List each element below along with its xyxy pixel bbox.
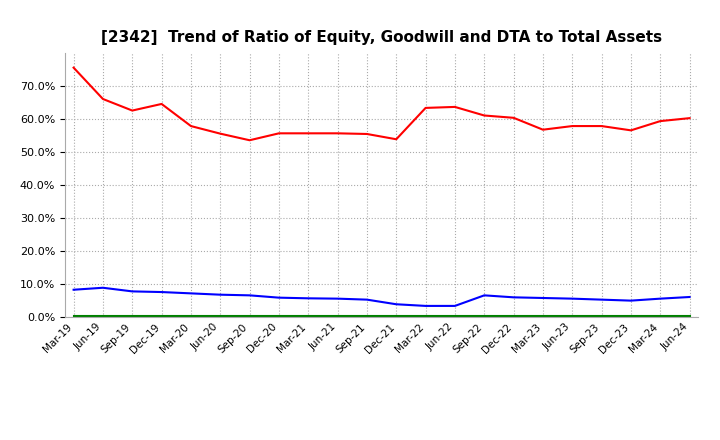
Goodwill — [539, 295, 547, 301]
Equity — [509, 115, 518, 121]
Deferred Tax Assets — [421, 313, 430, 319]
Deferred Tax Assets — [99, 313, 107, 319]
Deferred Tax Assets — [69, 313, 78, 319]
Deferred Tax Assets — [685, 313, 694, 319]
Deferred Tax Assets — [392, 313, 400, 319]
Equity — [304, 131, 312, 136]
Goodwill — [246, 293, 254, 298]
Goodwill — [304, 296, 312, 301]
Goodwill — [421, 303, 430, 308]
Goodwill — [69, 287, 78, 292]
Deferred Tax Assets — [656, 313, 665, 319]
Goodwill — [216, 292, 225, 297]
Line: Goodwill: Goodwill — [73, 288, 690, 306]
Goodwill — [626, 298, 635, 303]
Goodwill — [598, 297, 606, 302]
Goodwill — [685, 294, 694, 300]
Goodwill — [363, 297, 372, 302]
Equity — [246, 138, 254, 143]
Equity — [685, 115, 694, 121]
Goodwill — [186, 291, 195, 296]
Equity — [626, 128, 635, 133]
Equity — [480, 113, 489, 118]
Equity — [157, 101, 166, 106]
Equity — [274, 131, 283, 136]
Goodwill — [656, 296, 665, 301]
Goodwill — [480, 293, 489, 298]
Equity — [392, 136, 400, 142]
Equity — [539, 127, 547, 132]
Equity — [333, 131, 342, 136]
Equity — [99, 96, 107, 102]
Line: Equity: Equity — [73, 68, 690, 140]
Goodwill — [509, 295, 518, 300]
Deferred Tax Assets — [128, 313, 137, 319]
Deferred Tax Assets — [186, 313, 195, 319]
Deferred Tax Assets — [539, 313, 547, 319]
Equity — [128, 108, 137, 113]
Deferred Tax Assets — [246, 313, 254, 319]
Deferred Tax Assets — [568, 313, 577, 319]
Deferred Tax Assets — [598, 313, 606, 319]
Deferred Tax Assets — [274, 313, 283, 319]
Goodwill — [99, 285, 107, 290]
Deferred Tax Assets — [216, 313, 225, 319]
Deferred Tax Assets — [363, 313, 372, 319]
Goodwill — [392, 302, 400, 307]
Equity — [656, 118, 665, 124]
Deferred Tax Assets — [480, 313, 489, 319]
Goodwill — [128, 289, 137, 294]
Equity — [598, 124, 606, 129]
Deferred Tax Assets — [304, 313, 312, 319]
Equity — [451, 104, 459, 110]
Goodwill — [451, 303, 459, 308]
Equity — [216, 131, 225, 136]
Title: [2342]  Trend of Ratio of Equity, Goodwill and DTA to Total Assets: [2342] Trend of Ratio of Equity, Goodwil… — [101, 29, 662, 45]
Equity — [186, 124, 195, 129]
Goodwill — [568, 296, 577, 301]
Equity — [69, 65, 78, 70]
Goodwill — [333, 296, 342, 301]
Deferred Tax Assets — [626, 313, 635, 319]
Equity — [421, 105, 430, 110]
Equity — [363, 131, 372, 136]
Equity — [568, 124, 577, 129]
Deferred Tax Assets — [157, 313, 166, 319]
Deferred Tax Assets — [451, 313, 459, 319]
Deferred Tax Assets — [333, 313, 342, 319]
Goodwill — [157, 290, 166, 295]
Deferred Tax Assets — [509, 313, 518, 319]
Goodwill — [274, 295, 283, 300]
